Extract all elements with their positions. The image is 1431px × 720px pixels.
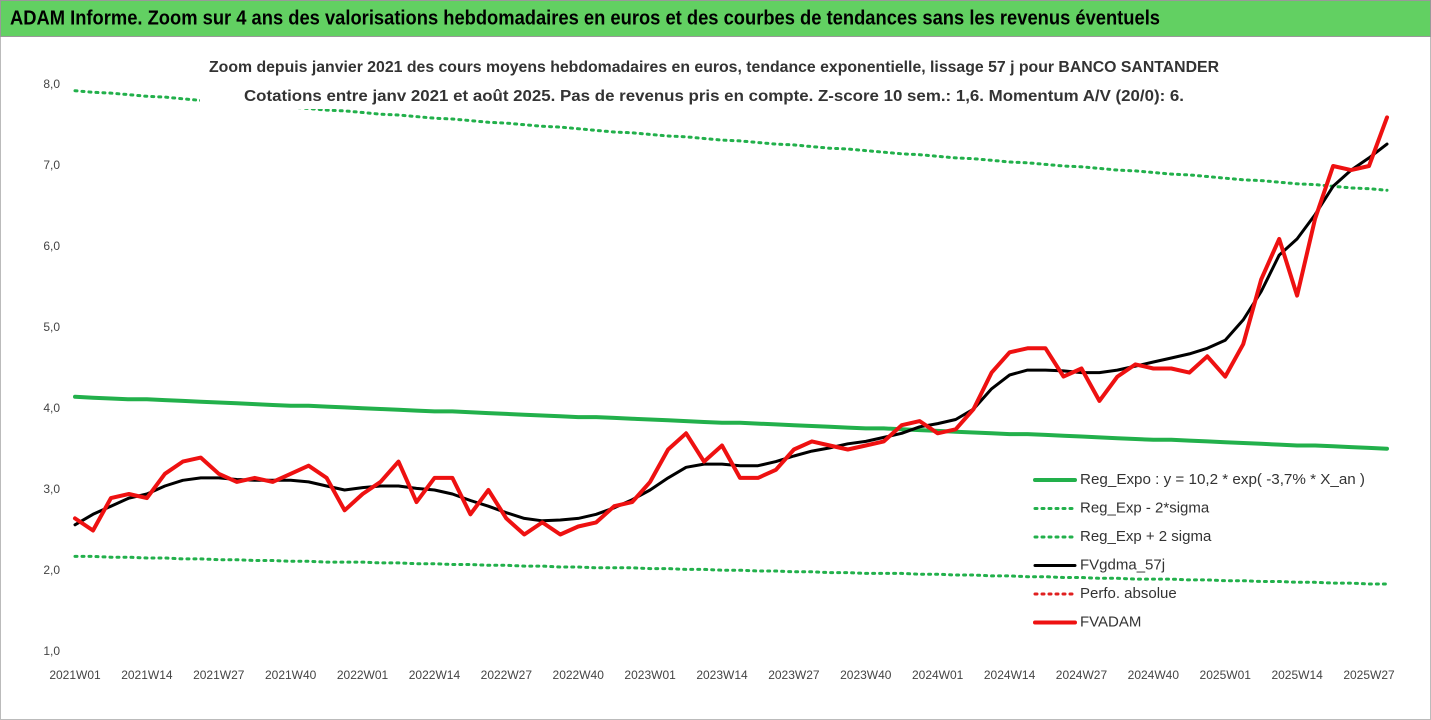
- x-tick-label: 2021W01: [49, 668, 101, 682]
- legend-label: Reg_Expo : y = 10,2 * exp( -3,7% * X_an …: [1080, 471, 1365, 488]
- x-tick-label: 2025W27: [1343, 668, 1395, 682]
- subtitle: Zoom depuis janvier 2021 des cours moyen…: [209, 59, 1219, 76]
- y-tick-label: 8,0: [43, 77, 60, 91]
- y-tick-label: 5,0: [43, 320, 60, 334]
- legend-label: FVgdma_57j: [1080, 556, 1165, 573]
- x-tick-label: 2022W01: [337, 668, 389, 682]
- x-tick-label: 2024W27: [1056, 668, 1108, 682]
- y-tick-label: 7,0: [43, 158, 60, 172]
- x-tick-label: 2022W14: [409, 668, 461, 682]
- y-tick-label: 3,0: [43, 482, 60, 496]
- y-tick-label: 4,0: [43, 401, 60, 415]
- x-tick-label: 2023W01: [624, 668, 676, 682]
- chart-title: ADAM Informe. Zoom sur 4 ans des valoris…: [10, 7, 1160, 29]
- subtitle-box: [200, 55, 1230, 109]
- x-tick-label: 2021W27: [193, 668, 245, 682]
- legend: Reg_Expo : y = 10,2 * exp( -3,7% * X_an …: [1033, 471, 1365, 630]
- x-tick-label: 2023W27: [768, 668, 820, 682]
- x-tick-label: 2023W14: [696, 668, 748, 682]
- legend-label: Reg_Exp + 2 sigma: [1080, 528, 1212, 545]
- x-tick-label: 2021W14: [121, 668, 173, 682]
- x-tick-label: 2025W14: [1271, 668, 1323, 682]
- x-tick-label: 2021W40: [265, 668, 317, 682]
- legend-label: FVADAM: [1080, 613, 1141, 630]
- x-tick-label: 2022W27: [481, 668, 533, 682]
- series-line: [73, 394, 1389, 451]
- y-tick-label: 1,0: [43, 644, 60, 658]
- x-tick-label: 2022W40: [553, 668, 605, 682]
- x-tick-label: 2025W01: [1200, 668, 1252, 682]
- series-line: [73, 554, 1389, 586]
- x-tick-label: 2023W40: [840, 668, 892, 682]
- x-tick-label: 2024W40: [1128, 668, 1180, 682]
- y-tick-label: 6,0: [43, 239, 60, 253]
- series-line: [73, 115, 1389, 537]
- legend-label: Perfo. absolue: [1080, 585, 1177, 602]
- legend-label: Reg_Exp - 2*sigma: [1080, 499, 1210, 516]
- x-tick-label: 2024W14: [984, 668, 1036, 682]
- header-band: [0, 0, 1431, 37]
- y-tick-label: 2,0: [43, 563, 60, 577]
- x-tick-label: 2024W01: [912, 668, 964, 682]
- subtitle: Cotations entre janv 2021 et août 2025. …: [244, 88, 1184, 105]
